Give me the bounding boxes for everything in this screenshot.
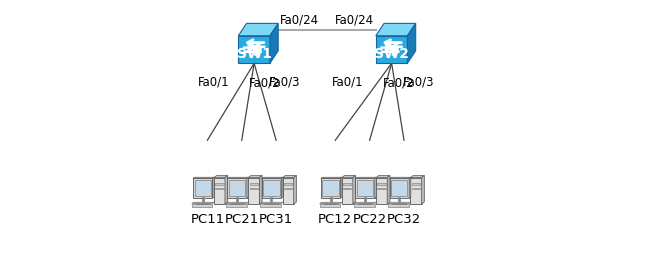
Polygon shape — [343, 188, 351, 189]
Polygon shape — [192, 204, 213, 207]
Polygon shape — [214, 175, 228, 178]
Polygon shape — [229, 180, 245, 196]
Polygon shape — [284, 188, 292, 189]
Polygon shape — [227, 178, 247, 198]
Polygon shape — [192, 202, 215, 204]
Polygon shape — [260, 202, 283, 204]
Text: SW1: SW1 — [237, 47, 271, 61]
Text: Fa0/24: Fa0/24 — [336, 13, 375, 26]
Text: Fa0/1: Fa0/1 — [198, 75, 230, 89]
Polygon shape — [342, 175, 356, 178]
Polygon shape — [227, 177, 249, 178]
Polygon shape — [376, 36, 407, 63]
Polygon shape — [249, 178, 260, 204]
Polygon shape — [264, 180, 279, 196]
Text: PC22: PC22 — [353, 213, 387, 226]
Text: Fa0/1: Fa0/1 — [332, 75, 364, 89]
Polygon shape — [388, 204, 409, 207]
Polygon shape — [376, 23, 416, 36]
Polygon shape — [226, 202, 249, 204]
Polygon shape — [376, 175, 390, 178]
Polygon shape — [342, 178, 353, 204]
Polygon shape — [411, 178, 422, 204]
Polygon shape — [354, 202, 377, 204]
Polygon shape — [320, 178, 340, 198]
Polygon shape — [375, 177, 377, 198]
Polygon shape — [390, 177, 411, 178]
Text: PC21: PC21 — [224, 213, 259, 226]
Polygon shape — [214, 178, 225, 204]
Text: PC11: PC11 — [190, 213, 224, 226]
Polygon shape — [355, 178, 375, 198]
Polygon shape — [412, 183, 421, 185]
Polygon shape — [262, 177, 283, 178]
Polygon shape — [390, 178, 409, 198]
Polygon shape — [320, 202, 342, 204]
Polygon shape — [353, 175, 356, 204]
Polygon shape — [238, 36, 270, 63]
Text: Fa0/2: Fa0/2 — [383, 76, 414, 89]
Polygon shape — [250, 188, 258, 189]
Polygon shape — [213, 177, 215, 198]
Polygon shape — [193, 178, 213, 198]
Polygon shape — [250, 183, 258, 185]
Polygon shape — [284, 183, 292, 185]
Polygon shape — [260, 204, 281, 207]
Polygon shape — [320, 204, 340, 207]
Polygon shape — [407, 23, 416, 63]
Polygon shape — [260, 175, 262, 204]
Polygon shape — [409, 177, 411, 198]
Polygon shape — [411, 175, 424, 178]
Polygon shape — [247, 177, 249, 198]
Text: PC12: PC12 — [318, 213, 353, 226]
Polygon shape — [226, 204, 247, 207]
Polygon shape — [225, 175, 228, 204]
Polygon shape — [281, 177, 283, 198]
Polygon shape — [215, 183, 224, 185]
Text: PC32: PC32 — [387, 213, 421, 226]
Polygon shape — [215, 188, 224, 189]
Polygon shape — [193, 177, 215, 178]
Polygon shape — [377, 183, 386, 185]
Polygon shape — [391, 180, 407, 196]
Text: PC31: PC31 — [259, 213, 293, 226]
Polygon shape — [294, 175, 296, 204]
Polygon shape — [270, 23, 278, 63]
Text: Fa0/2: Fa0/2 — [249, 76, 280, 89]
Polygon shape — [376, 178, 387, 204]
Text: SW2: SW2 — [374, 47, 409, 61]
Polygon shape — [422, 175, 424, 204]
Polygon shape — [357, 180, 373, 196]
Polygon shape — [354, 204, 375, 207]
Polygon shape — [340, 177, 342, 198]
Polygon shape — [322, 180, 339, 196]
Polygon shape — [195, 180, 211, 196]
Text: Fa0/3: Fa0/3 — [403, 75, 434, 89]
Polygon shape — [355, 177, 377, 178]
Polygon shape — [262, 178, 281, 198]
Text: Fa0/24: Fa0/24 — [279, 13, 318, 26]
Polygon shape — [387, 175, 390, 204]
Polygon shape — [343, 183, 351, 185]
Polygon shape — [249, 175, 262, 178]
Polygon shape — [320, 177, 342, 178]
Polygon shape — [412, 188, 421, 189]
Polygon shape — [283, 178, 294, 204]
Polygon shape — [283, 175, 296, 178]
Polygon shape — [238, 23, 278, 36]
Polygon shape — [377, 188, 386, 189]
Polygon shape — [388, 202, 411, 204]
Text: Fa0/3: Fa0/3 — [269, 75, 300, 89]
